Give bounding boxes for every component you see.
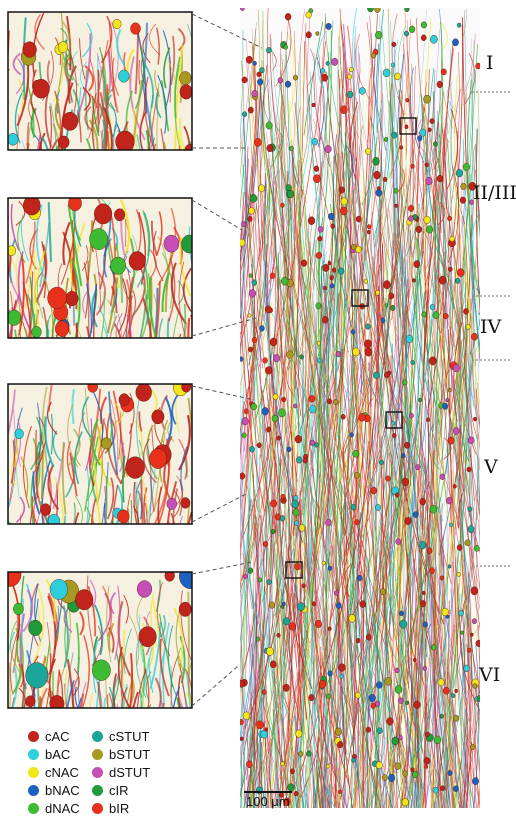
legend-item: bSTUT — [92, 746, 150, 762]
zoom-box-3 — [385, 411, 403, 429]
cortical-column — [240, 8, 480, 808]
connector-lines — [191, 13, 263, 707]
legend-label: cSTUT — [109, 728, 150, 744]
layer-label-6: VI — [479, 664, 501, 686]
zoom-box-2 — [351, 289, 369, 307]
legend-label: dSTUT — [109, 764, 151, 780]
legend-swatch — [92, 730, 103, 742]
legend-item: dNAC — [28, 800, 80, 816]
legend-label: bAC — [45, 746, 71, 762]
legend-item: cNAC — [28, 764, 79, 780]
legend-swatch — [92, 784, 103, 796]
layer-label-2-3: II/III — [473, 182, 516, 204]
legend-label: cIR — [109, 782, 129, 798]
legend-swatch — [28, 784, 39, 796]
inset-panel-layer-1 — [7, 11, 193, 151]
legend-label: cNAC — [45, 764, 79, 780]
legend-swatch — [28, 748, 39, 760]
zoom-box-4 — [285, 561, 303, 579]
inset-panel-layer-5 — [7, 571, 193, 709]
legend-swatch — [92, 766, 103, 778]
legend-label: bIR — [109, 800, 130, 816]
legend-label: dNAC — [45, 800, 80, 816]
legend-item: bIR — [92, 800, 129, 816]
zoom-box-1 — [399, 117, 417, 135]
scale-bar-label: 100 μm — [246, 794, 290, 809]
layer-label-5: V — [484, 456, 498, 478]
legend-label: bNAC — [45, 782, 80, 798]
legend: cAC bAC cNAC bNAC dNAC cSTUT bSTUT dSTUT… — [28, 728, 208, 818]
legend-item: bNAC — [28, 782, 80, 798]
legend-swatch — [92, 802, 103, 814]
legend-swatch — [92, 748, 103, 760]
legend-item: bAC — [28, 746, 70, 762]
legend-swatch — [28, 766, 39, 778]
legend-item: cSTUT — [92, 728, 149, 744]
legend-swatch — [28, 802, 39, 814]
layer-label-4: IV — [480, 316, 502, 338]
legend-item: cIR — [92, 782, 129, 798]
legend-item: cAC — [28, 728, 70, 744]
legend-item: dSTUT — [92, 764, 150, 780]
inset-panel-layer-4 — [7, 383, 193, 525]
legend-label: cAC — [45, 728, 70, 744]
layer-label-1: I — [486, 52, 494, 74]
legend-label: bSTUT — [109, 746, 151, 762]
legend-swatch — [28, 730, 39, 742]
layer-boundaries — [472, 91, 512, 567]
inset-panel-layer-2-3 — [7, 197, 193, 339]
